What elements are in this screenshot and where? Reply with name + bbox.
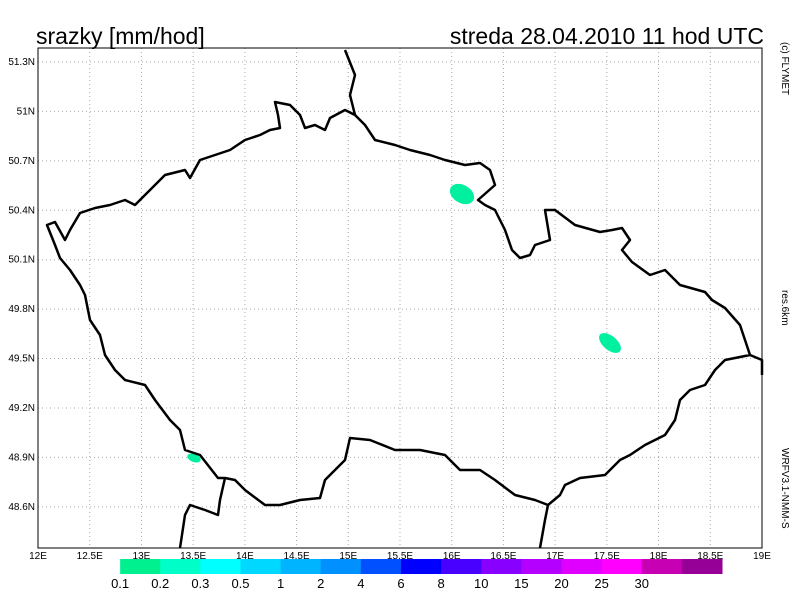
border bbox=[178, 477, 227, 549]
y-tick-label: 49.8N bbox=[8, 304, 35, 315]
colorbar-segment bbox=[80, 559, 121, 574]
map-title: srazky [mm/hod] bbox=[36, 23, 205, 49]
plot-frame bbox=[37, 47, 763, 549]
map-date: streda 28.04.2010 11 hod UTC bbox=[450, 23, 764, 49]
colorbar-label: 0.3 bbox=[191, 576, 209, 591]
x-tick-label: 12E bbox=[29, 551, 47, 562]
colorbar-label: 6 bbox=[397, 576, 404, 591]
credit: (c) FLYMET bbox=[779, 42, 790, 95]
colorbar-label: 10 bbox=[474, 576, 488, 591]
x-tick-label: 14.5E bbox=[284, 551, 310, 562]
x-tick-label: 18E bbox=[650, 551, 668, 562]
y-tick-label: 50.1N bbox=[8, 255, 35, 266]
colorbar-segment bbox=[120, 559, 161, 574]
border bbox=[343, 49, 357, 116]
colorbar: 0.1 0.2 0.3 0.5 1 2 4 6 8 10 15 20 25 30 bbox=[80, 559, 723, 591]
colorbar-label: 0.2 bbox=[151, 576, 169, 591]
colorbar-label: 4 bbox=[357, 576, 364, 591]
rain-area bbox=[449, 183, 475, 205]
colorbar-segment bbox=[401, 559, 442, 574]
x-tick-label: 18.5E bbox=[697, 551, 723, 562]
border bbox=[45, 100, 752, 507]
colorbar-segment bbox=[160, 559, 201, 574]
colorbar-segment bbox=[240, 559, 282, 574]
colorbar-label: 20 bbox=[554, 576, 568, 591]
x-tick-label: 13E bbox=[133, 551, 151, 562]
colorbar-label: 1 bbox=[277, 576, 284, 591]
y-tick-label: 49.5N bbox=[8, 354, 35, 365]
x-tick-label: 15E bbox=[339, 551, 357, 562]
colorbar-segment bbox=[360, 559, 402, 574]
colorbar-label: 30 bbox=[635, 576, 649, 591]
x-tick-label: 14E bbox=[236, 551, 254, 562]
x-tick-label: 19E bbox=[753, 551, 771, 562]
x-tick-label: 13.5E bbox=[180, 551, 206, 562]
colorbar-segment bbox=[200, 559, 241, 574]
colorbar-label: 8 bbox=[438, 576, 445, 591]
x-tick-label: 12.5E bbox=[77, 551, 103, 562]
colorbar-label: 0.5 bbox=[231, 576, 249, 591]
y-tick-label: 50.4N bbox=[8, 205, 35, 216]
precipitation bbox=[187, 183, 621, 463]
colorbar-label: 15 bbox=[514, 576, 528, 591]
rain-area bbox=[599, 333, 621, 353]
colorbar-segment bbox=[561, 559, 603, 574]
y-tick-label: 49.2N bbox=[8, 403, 35, 414]
colorbar-segment bbox=[601, 559, 643, 574]
y-tick-label: 48.9N bbox=[8, 452, 35, 463]
colorbar-segment bbox=[441, 559, 482, 574]
colorbar-segment bbox=[681, 559, 723, 574]
y-tick-label: 48.6N bbox=[8, 502, 35, 513]
colorbar-segment bbox=[481, 559, 522, 574]
resolution: res.6km bbox=[779, 290, 790, 326]
x-tick-label: 17.5E bbox=[594, 551, 620, 562]
colorbar-label: 2 bbox=[317, 576, 324, 591]
y-tick-label: 50.7N bbox=[8, 156, 35, 167]
model: WRFV3.1-NMM-S bbox=[779, 448, 790, 529]
colorbar-label: 0.1 bbox=[111, 576, 129, 591]
x-tick-label: 17E bbox=[546, 551, 564, 562]
x-tick-label: 15.5E bbox=[387, 551, 413, 562]
rain-area bbox=[187, 453, 201, 463]
y-tick-label: 51.3N bbox=[8, 57, 35, 68]
colorbar-segment bbox=[280, 559, 322, 574]
colorbar-segment bbox=[641, 559, 683, 574]
border bbox=[538, 504, 550, 549]
y-tick-label: 51N bbox=[17, 106, 35, 117]
x-tick-label: 16.5E bbox=[490, 551, 516, 562]
colorbar-segment bbox=[521, 559, 562, 574]
x-tick-label: 16E bbox=[443, 551, 461, 562]
colorbar-label: 25 bbox=[594, 576, 608, 591]
colorbar-segment bbox=[320, 559, 362, 574]
